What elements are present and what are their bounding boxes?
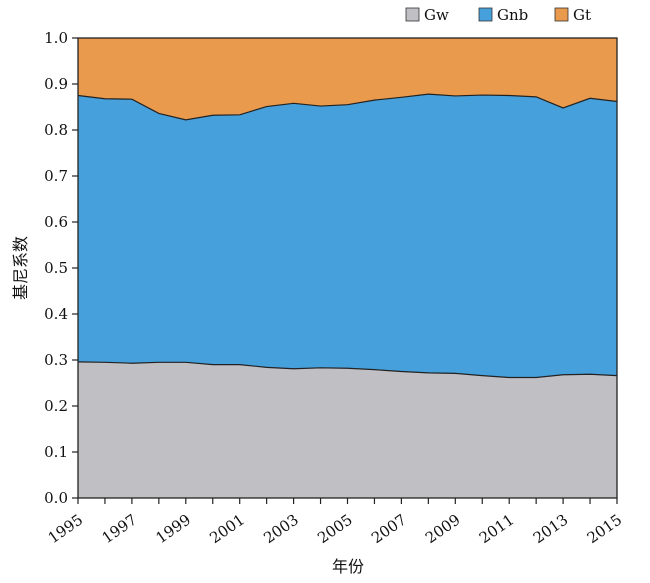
boundary-line-gnb [77, 93, 618, 121]
x-tick-label: 1997 [99, 511, 141, 548]
x-axis-title: 年份 [332, 557, 364, 576]
y-axis-title: 基尼系数 [11, 236, 30, 300]
y-tick-label: 0.4 [44, 305, 68, 323]
legend-swatch-gt [554, 7, 569, 22]
area-gnb [78, 94, 617, 378]
y-tick-label: 0.1 [44, 443, 68, 461]
legend-label-gnb: Gnb [497, 6, 528, 24]
x-tick-label: 2005 [314, 511, 356, 548]
x-tick-label: 1995 [45, 511, 87, 548]
legend: Gw Gnb Gt [405, 6, 591, 24]
x-tick-label: 2003 [260, 511, 302, 548]
x-tick-label: 2015 [584, 511, 626, 548]
y-tick-label: 0.3 [44, 351, 68, 369]
y-tick-label: 0.9 [44, 75, 68, 93]
x-tick-label: 2013 [530, 511, 572, 548]
y-tick-label: 0.6 [44, 213, 68, 231]
boundary-line-gw [77, 361, 618, 379]
x-tick-label: 1999 [152, 511, 194, 548]
x-tick-label: 2009 [422, 511, 464, 548]
x-tick-label: 2007 [368, 511, 410, 548]
legend-label-gt: Gt [573, 6, 591, 24]
y-tick-label: 0.2 [44, 397, 68, 415]
x-tick-label: 2011 [476, 511, 518, 548]
area-gt [78, 38, 617, 120]
y-tick-label: 1.0 [44, 29, 68, 47]
boundary-lines [77, 93, 618, 379]
y-tick-label: 0.5 [44, 259, 68, 277]
y-tick-label: 0.7 [44, 167, 68, 185]
legend-swatch-gnb [478, 7, 493, 22]
legend-label-gw: Gw [424, 6, 449, 24]
x-tick-label: 2001 [206, 511, 248, 548]
area-gw [78, 361, 617, 498]
y-axis-ticks: 0.0 0.1 0.2 0.3 0.4 0.5 0.6 0.7 0.8 0.9 1.0 [44, 29, 78, 507]
y-tick-label: 0.8 [44, 121, 68, 139]
area-layers [78, 38, 617, 498]
legend-swatch-gw [405, 7, 420, 22]
x-axis-ticks: 1995 1997 1999 2001 2003 2005 2007 2009 2011 2013… [45, 498, 626, 548]
y-tick-label: 0.0 [44, 489, 68, 507]
